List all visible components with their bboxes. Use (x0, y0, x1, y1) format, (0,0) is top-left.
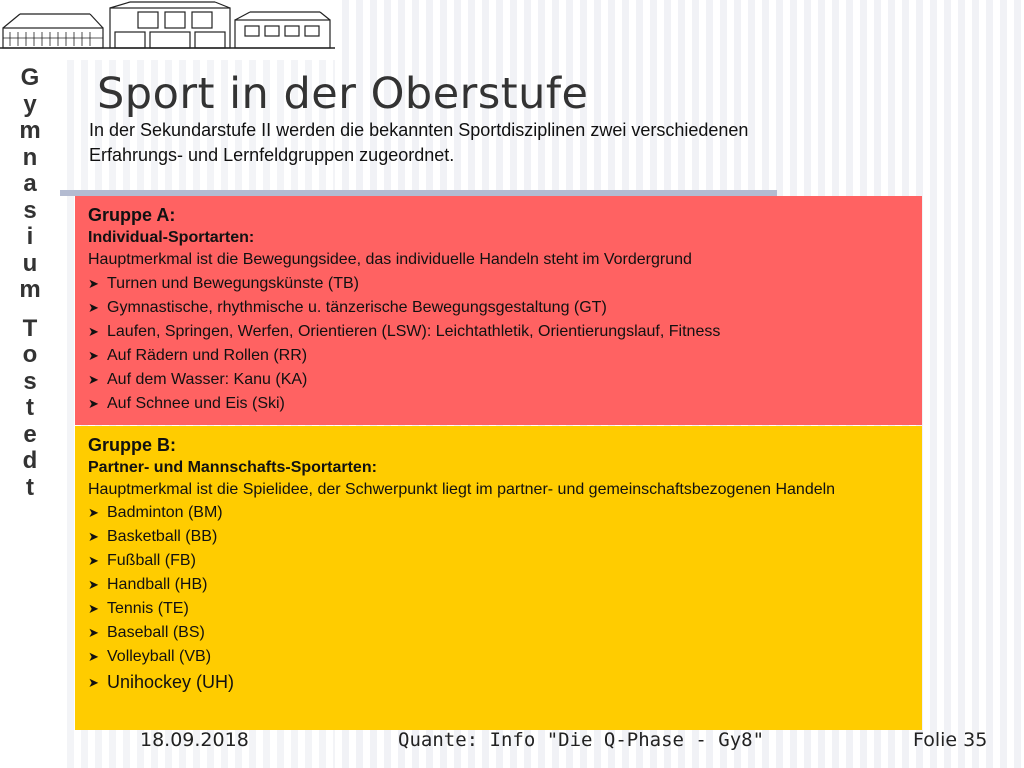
arrowhead-bullet-icon: ➤ (88, 649, 99, 664)
list-item: ➤ Fußball (FB) (88, 549, 909, 573)
arrowhead-bullet-icon: ➤ (88, 300, 99, 315)
vertical-letter: o (22, 341, 38, 368)
vertical-letter: t (26, 394, 34, 421)
list-item: ➤ Turnen und Bewegungskünste (TB) (88, 272, 909, 296)
vertical-letter: d (22, 447, 38, 474)
list-item: ➤ Auf Schnee und Eis (Ski) (88, 392, 909, 416)
group-b-list: ➤ Badminton (BM) ➤ Basketball (BB) ➤ Fußbal… (88, 501, 909, 696)
intro-text: In der Sekundarstufe II werden die bekan… (89, 120, 749, 165)
group-b-title: Gruppe B: (88, 435, 176, 455)
group-b-description: Hauptmerkmal ist die Spielidee, der Schw… (88, 481, 836, 498)
list-item-label: Auf dem Wasser: Kanu (KA) (107, 371, 308, 388)
list-item: ➤ Volleyball (VB) (88, 645, 909, 669)
vertical-letter: G (20, 64, 40, 91)
group-a-box: Gruppe A: Individual-Sportarten: Hauptme… (75, 196, 922, 425)
vertical-letter: u (22, 249, 38, 277)
vertical-letter: s (23, 196, 37, 224)
list-item-label: Laufen, Springen, Werfen, Orientieren (L… (107, 323, 721, 340)
list-item-label: Tennis (TE) (107, 600, 189, 617)
list-item: ➤ Auf Rädern und Rollen (RR) (88, 344, 909, 368)
list-item: ➤ Gymnastische, rhythmische u. tänzerisch… (88, 296, 909, 320)
vertical-letter: s (23, 367, 37, 395)
list-item-label: Badminton (BM) (107, 504, 223, 521)
vertical-band (0, 60, 60, 768)
list-item: ➤ Unihockey (UH) (88, 669, 909, 696)
list-item: ➤ Baseball (BS) (88, 621, 909, 645)
list-item-label: Basketball (BB) (107, 528, 218, 545)
group-a-title: Gruppe A: (88, 205, 176, 225)
divider-bar (60, 190, 777, 196)
arrowhead-bullet-icon: ➤ (88, 372, 99, 387)
slide-title: Sport in der Oberstufe (97, 69, 589, 119)
vertical-school-name: G y m n a s i u m T o s t e d t (2, 66, 58, 502)
list-item-label: Unihockey (UH) (107, 672, 235, 692)
list-item: ➤ Badminton (BM) (88, 501, 909, 525)
arrowhead-bullet-icon: ➤ (88, 396, 99, 411)
group-a-description: Hauptmerkmal ist die Bewegungsidee, das … (88, 251, 692, 268)
vertical-letter: m (19, 117, 41, 144)
list-item: ➤ Handball (HB) (88, 573, 909, 597)
list-item-label: Gymnastische, rhythmische u. tänzerische… (107, 299, 607, 316)
group-a-subtitle: Individual-Sportarten: (88, 229, 255, 246)
vertical-letter: t (26, 473, 34, 501)
arrowhead-bullet-icon: ➤ (88, 625, 99, 640)
footer-center-text: Quante: Info "Die Q-Phase - Gy8" (398, 729, 765, 751)
arrowhead-bullet-icon: ➤ (88, 529, 99, 544)
group-b-box: Gruppe B: Partner- und Mannschafts-Sport… (75, 426, 922, 730)
list-item-label: Baseball (BS) (107, 624, 205, 641)
vertical-letter: m (19, 276, 41, 303)
arrowhead-bullet-icon: ➤ (88, 505, 99, 520)
footer-slide-number: Folie 35 (913, 729, 988, 751)
vertical-letter: a (23, 170, 37, 197)
vertical-letter: T (22, 314, 38, 342)
arrowhead-bullet-icon: ➤ (88, 675, 99, 690)
group-a-list: ➤ Turnen und Bewegungskünste (TB) ➤ Gymnas… (88, 272, 909, 416)
group-b-subtitle: Partner- und Mannschafts-Sportarten: (88, 459, 377, 476)
arrowhead-bullet-icon: ➤ (88, 276, 99, 291)
list-item-label: Auf Schnee und Eis (Ski) (107, 395, 285, 412)
vertical-letter: e (23, 420, 37, 448)
list-item: ➤ Basketball (BB) (88, 525, 909, 549)
arrowhead-bullet-icon: ➤ (88, 553, 99, 568)
arrowhead-bullet-icon: ➤ (88, 577, 99, 592)
list-item-label: Auf Rädern und Rollen (RR) (107, 347, 308, 364)
school-building-drawing (0, 0, 335, 60)
list-item-label: Volleyball (VB) (107, 648, 212, 665)
arrowhead-bullet-icon: ➤ (88, 348, 99, 363)
list-item-label: Fußball (FB) (107, 552, 196, 569)
list-item: ➤ Laufen, Springen, Werfen, Orientieren (… (88, 320, 909, 344)
list-item-label: Handball (HB) (107, 576, 208, 593)
footer-date: 18.09.2018 (140, 729, 249, 751)
list-item-label: Turnen und Bewegungskünste (TB) (107, 275, 359, 292)
list-item: ➤ Tennis (TE) (88, 597, 909, 621)
vertical-letter: y (23, 90, 37, 118)
arrowhead-bullet-icon: ➤ (88, 601, 99, 616)
arrowhead-bullet-icon: ➤ (88, 324, 99, 339)
school-building-icon (0, 1, 335, 49)
vertical-letter: i (26, 223, 34, 250)
vertical-letter: n (22, 143, 38, 171)
list-item: ➤ Auf dem Wasser: Kanu (KA) (88, 368, 909, 392)
